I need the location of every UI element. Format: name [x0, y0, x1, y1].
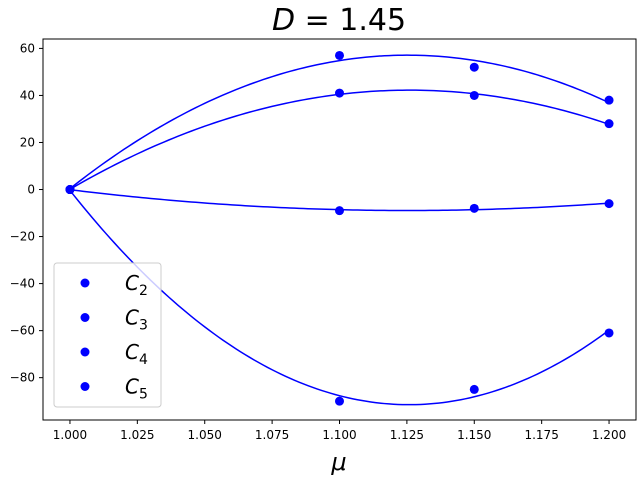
legend-marker-C5: [80, 382, 90, 391]
data-point-C2: [335, 50, 344, 60]
legend-label-C5: C5: [125, 375, 148, 403]
x-axis-label: μ: [330, 448, 346, 476]
legend-label-C2: C2: [125, 271, 148, 299]
chart-title: D = 1.45: [272, 3, 406, 38]
data-point-C4: [469, 203, 479, 213]
y-tick-label: 60: [20, 41, 35, 55]
axes: 1.000 1.025 1.050 1.075 1.100 1.125 1.150 1.175…: [10, 38, 637, 442]
y-tick-label: 20: [20, 135, 35, 149]
data-point-C3: [604, 119, 614, 129]
x-tick-label: 1.075: [255, 428, 289, 442]
legend-label-C4: C4: [125, 340, 148, 368]
y-tick-label: −20: [10, 230, 35, 244]
data-point-C4: [604, 199, 614, 209]
y-tick-label: 0: [27, 183, 35, 197]
legend-marker-C4: [80, 347, 90, 357]
legend-marker-C3: [80, 313, 90, 322]
x-tick-label: 1.175: [524, 428, 558, 442]
data-point-C5: [604, 328, 614, 338]
fit-curve-C2: [69, 54, 610, 190]
data-point-C5: [335, 396, 344, 406]
data-point-C2: [604, 95, 614, 105]
data-point-C3: [335, 88, 344, 98]
y-tick-label: 40: [20, 88, 35, 102]
legend-label-C3: C3: [125, 306, 148, 334]
data-point-C2: [469, 62, 479, 72]
x-tick-label: 1.200: [592, 428, 626, 442]
x-tick-label: 1.100: [322, 428, 356, 442]
legend-box: [53, 262, 162, 408]
x-tick-label: 1.150: [457, 428, 491, 442]
y-tick-label: −80: [10, 371, 35, 385]
legend-marker-C2: [80, 278, 90, 288]
x-tick-label: 1.025: [120, 428, 154, 442]
chart-title-value: = 1.45: [295, 3, 406, 38]
x-tick-label: 1.125: [390, 428, 424, 442]
y-tick-label: −60: [10, 324, 35, 338]
data-point-C5: [65, 185, 75, 195]
legend: C2 C3 C4 C5: [53, 262, 162, 408]
x-tick-label: 1.000: [53, 428, 87, 442]
data-point-C5: [469, 384, 479, 394]
x-tick-label: 1.050: [188, 428, 222, 442]
data-point-C4: [335, 206, 344, 216]
chart-title-variable: D: [272, 3, 295, 38]
y-tick-label: −40: [10, 277, 35, 291]
data-point-C3: [469, 90, 479, 100]
